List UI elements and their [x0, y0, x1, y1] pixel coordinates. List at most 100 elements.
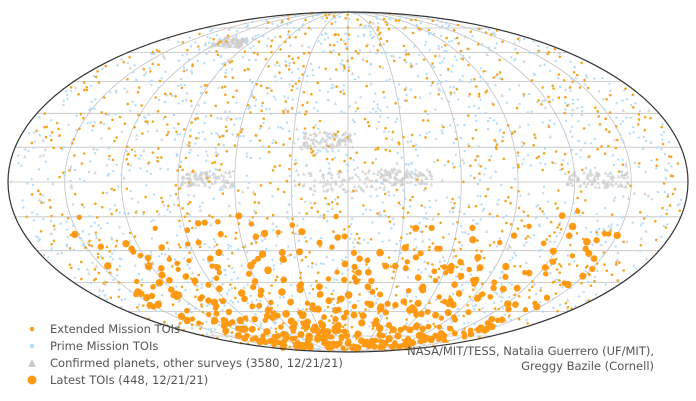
prime-mission-point [444, 27, 447, 30]
prime-mission-point [120, 130, 124, 133]
confirmed-planet-point [632, 191, 637, 195]
prime-mission-point [150, 237, 154, 240]
extended-mission-point [338, 170, 341, 173]
confirmed-planet-point [166, 37, 171, 41]
confirmed-planet-point [451, 254, 456, 259]
confirmed-planet-point [201, 180, 205, 184]
extended-mission-point [179, 165, 182, 168]
prime-mission-point [650, 198, 653, 201]
prime-mission-point [208, 170, 212, 173]
confirmed-planet-point [338, 142, 342, 147]
extended-mission-point [165, 133, 169, 137]
prime-mission-point [414, 295, 418, 298]
latest-toi-point [263, 328, 271, 336]
latest-toi-point [401, 244, 409, 252]
extended-mission-point [374, 148, 377, 151]
prime-mission-point [233, 123, 236, 126]
confirmed-planet-point [569, 180, 573, 185]
extended-mission-point [608, 111, 612, 114]
prime-mission-point [99, 255, 103, 258]
latest-toi-point [351, 303, 358, 310]
latest-toi-point [216, 269, 222, 276]
latest-toi-point [213, 310, 220, 317]
prime-mission-point [471, 35, 474, 38]
prime-mission-point [134, 104, 137, 107]
latest-toi-point [384, 300, 391, 307]
prime-mission-point [413, 172, 416, 176]
prime-mission-point [461, 74, 464, 78]
prime-mission-point [93, 121, 96, 124]
confirmed-planet-point [301, 172, 306, 176]
prime-mission-point [316, 149, 320, 152]
confirmed-planet-point [369, 25, 373, 29]
prime-mission-point [571, 125, 574, 128]
prime-mission-point [573, 212, 576, 215]
confirmed-planet-point [437, 53, 442, 58]
prime-mission-point [632, 264, 636, 268]
prime-mission-point [440, 129, 443, 132]
extended-mission-point [517, 163, 520, 167]
prime-mission-point [449, 85, 452, 88]
prime-mission-point [115, 91, 118, 94]
extended-mission-point [108, 154, 111, 158]
prime-mission-point [581, 105, 584, 109]
prime-mission-point [352, 159, 355, 162]
extended-mission-point [267, 145, 271, 148]
extended-mission-point [288, 137, 292, 140]
prime-mission-point [422, 216, 426, 220]
extended-mission-point [385, 23, 389, 27]
extended-mission-point [305, 308, 308, 311]
extended-mission-point [275, 275, 279, 279]
latest-toi-point [351, 275, 358, 281]
confirmed-planet-point [275, 233, 280, 238]
prime-mission-point [621, 120, 625, 123]
latest-toi-point [297, 331, 305, 338]
confirmed-planet-point [122, 175, 126, 180]
confirmed-planet-point [425, 167, 429, 172]
extended-mission-point [387, 27, 391, 31]
extended-mission-point [311, 149, 315, 153]
prime-mission-point [620, 138, 623, 141]
prime-mission-point [555, 278, 558, 281]
prime-mission-point [501, 135, 504, 139]
prime-mission-point [502, 216, 505, 219]
prime-mission-point [217, 133, 220, 137]
latest-toi-point [150, 303, 157, 310]
extended-mission-point [246, 104, 250, 107]
extended-mission-point [554, 292, 558, 296]
extended-mission-point [558, 271, 561, 275]
extended-mission-point [526, 235, 530, 238]
prime-mission-point [250, 300, 254, 304]
prime-mission-point [432, 66, 436, 69]
prime-mission-point [554, 162, 557, 165]
prime-mission-point [361, 58, 365, 61]
prime-mission-point [90, 100, 94, 103]
prime-mission-point [541, 121, 544, 124]
latest-toi-point [340, 345, 346, 351]
confirmed-planet-point [374, 300, 378, 305]
prime-mission-point [157, 86, 160, 89]
prime-mission-point [566, 254, 570, 257]
prime-mission-point [445, 79, 448, 83]
prime-mission-point [185, 53, 188, 56]
extended-mission-point [49, 206, 52, 209]
confirmed-planet-point [626, 196, 631, 200]
confirmed-planet-point [484, 229, 489, 233]
extended-mission-point [560, 163, 564, 166]
confirmed-planet-point [485, 52, 490, 57]
confirmed-planet-point [418, 173, 422, 177]
prime-mission-point [322, 262, 325, 266]
confirmed-planet-point [226, 40, 231, 44]
prime-mission-point [10, 180, 13, 183]
confirmed-planet-point [437, 86, 441, 91]
prime-mission-point [440, 81, 443, 84]
confirmed-planet-point [381, 65, 385, 70]
prime-mission-point [628, 132, 631, 135]
confirmed-planet-point [243, 37, 247, 42]
extended-mission-point [517, 295, 521, 298]
extended-mission-point [334, 32, 337, 36]
confirmed-planet-point [609, 175, 613, 180]
extended-mission-point [174, 183, 178, 187]
prime-mission-point [112, 169, 115, 173]
prime-mission-point [455, 58, 458, 62]
